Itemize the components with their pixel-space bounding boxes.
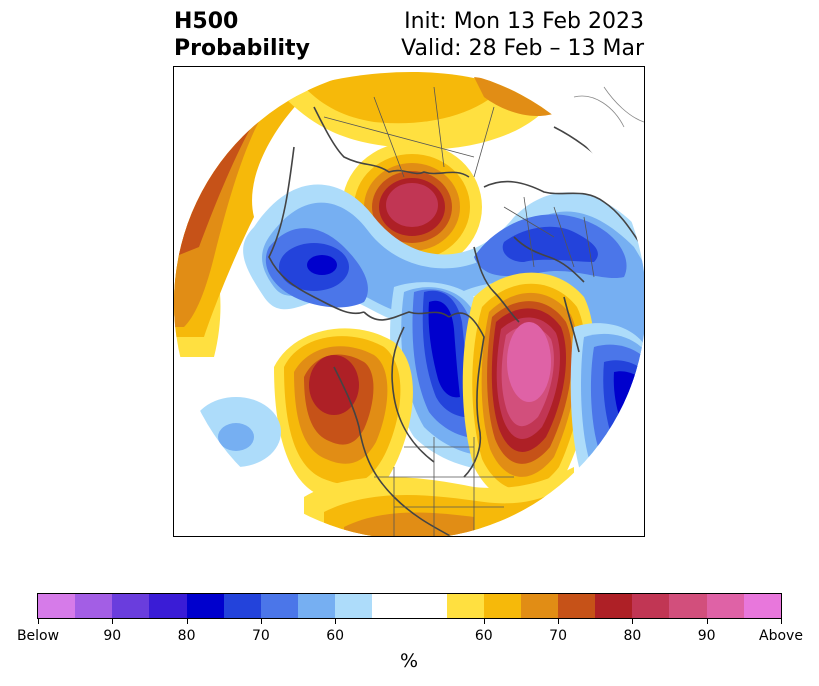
polar-stereographic-map	[173, 66, 645, 537]
colorbar-tick-label: 90	[103, 628, 122, 644]
colorbar-tick-label: 70	[549, 628, 568, 644]
init-date: Init: Mon 13 Feb 2023	[404, 9, 644, 34]
colorbar-tick-mark	[335, 619, 337, 624]
probability-colorbar	[37, 593, 782, 619]
colorbar-segment	[706, 594, 744, 618]
colorbar-segment	[149, 594, 187, 618]
anomaly-above-north-deep	[474, 77, 559, 117]
colorbar-segment	[520, 594, 558, 618]
colorbar-tick-label: 80	[623, 628, 642, 644]
colorbar-segment	[557, 594, 596, 618]
colorbar-tick-mark	[632, 619, 634, 624]
anomaly-above-siberia-85	[386, 183, 438, 227]
colorbar-tick-label: 60	[326, 628, 345, 644]
colorbar-tick-label: 60	[474, 628, 493, 644]
colorbar-segment	[632, 594, 670, 618]
anomaly-above-atlantic-core	[507, 322, 551, 402]
colorbar-segment	[75, 594, 113, 618]
outside-globe-coast	[573, 86, 644, 128]
colorbar-unit-label: %	[399, 650, 419, 672]
colorbar-tick-mark	[483, 619, 485, 624]
chart-title-left: H500 Probability	[174, 8, 310, 62]
colorbar-tick-label: Above	[759, 628, 803, 644]
colorbar-tick-mark	[558, 619, 560, 624]
anomaly-below-canada-core	[428, 300, 460, 398]
colorbar-tick-mark	[781, 619, 782, 624]
colorbar-tick-label: Below	[16, 628, 60, 644]
colorbar-segment	[372, 594, 447, 618]
anomaly-above-north-core	[304, 72, 504, 124]
anomaly-below-west-asia-core	[307, 255, 337, 275]
colorbar-tick-mark	[186, 619, 188, 624]
colorbar-tick-label: 70	[251, 628, 270, 644]
probability-field	[174, 67, 644, 536]
colorbar-tick-mark	[38, 619, 39, 624]
political-borders	[323, 86, 595, 536]
colorbar-segment	[483, 594, 521, 618]
anomaly-below-east-core	[613, 371, 644, 438]
colorbar-segment	[669, 594, 707, 618]
colorbar-segment	[223, 594, 261, 618]
anomaly-below-pacific-60	[218, 423, 254, 451]
colorbar-segment	[335, 594, 373, 618]
colorbar-segment	[446, 594, 484, 618]
colorbar-tick-label: 80	[177, 628, 196, 644]
colorbar-segment	[297, 594, 336, 618]
colorbar-tick-mark	[260, 619, 262, 624]
colorbar-tick-mark	[706, 619, 708, 624]
anomaly-above-alaska-80	[309, 355, 359, 415]
title-product: Probability	[174, 36, 310, 61]
colorbar-segment	[260, 594, 298, 618]
colorbar-tick-label: 90	[697, 628, 716, 644]
colorbar-segment	[743, 594, 781, 618]
colorbar-tick-mark	[112, 619, 114, 624]
anomaly-below-europe-80	[502, 226, 598, 262]
colorbar-segment	[186, 594, 224, 618]
colorbar-segment	[38, 594, 76, 618]
colorbar-segment	[595, 594, 633, 618]
title-variable: H500	[174, 9, 239, 34]
colorbar-segment	[112, 594, 150, 618]
valid-range: Valid: 28 Feb – 13 Mar	[401, 36, 644, 61]
chart-title-right: Init: Mon 13 Feb 2023 Valid: 28 Feb – 13…	[401, 8, 644, 62]
